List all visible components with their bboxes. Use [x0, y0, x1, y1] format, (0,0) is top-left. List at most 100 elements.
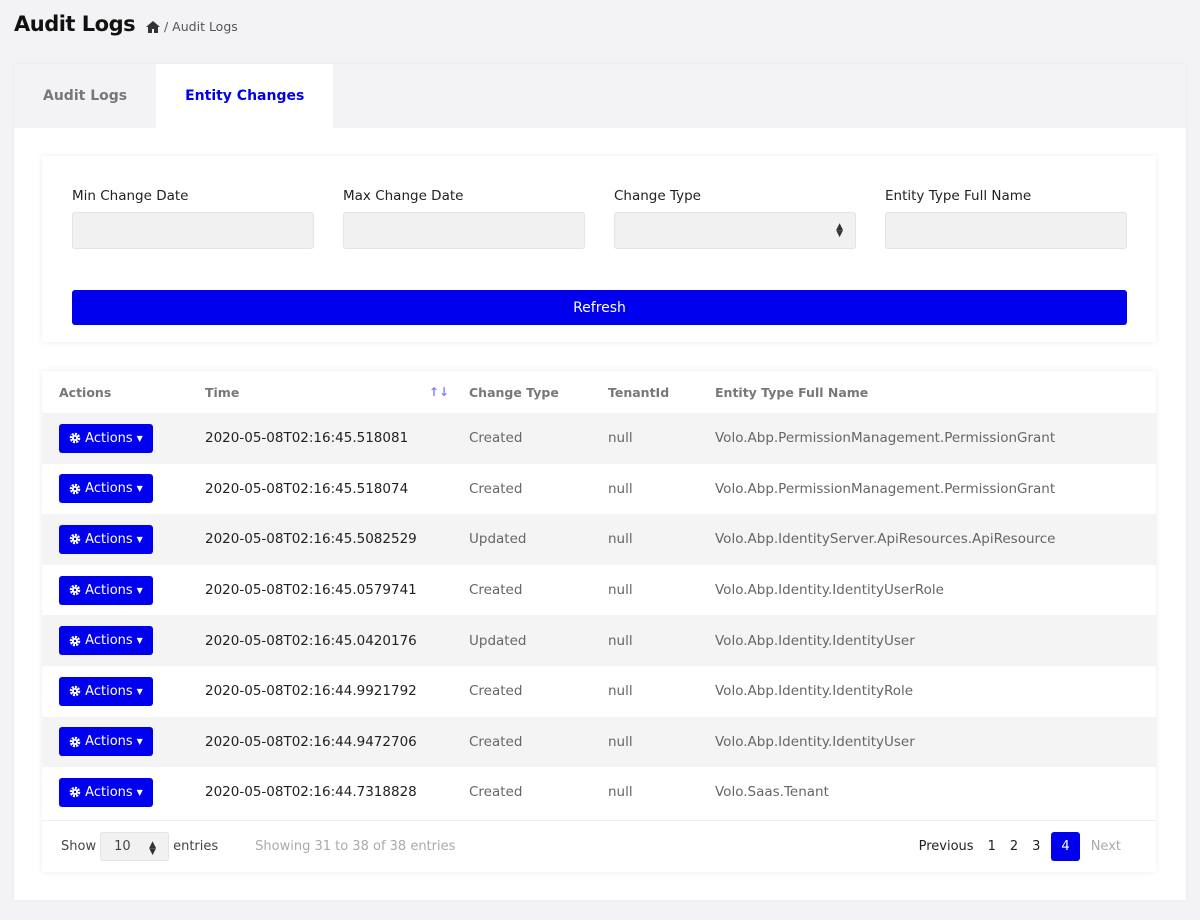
- min-date-input[interactable]: [72, 212, 314, 249]
- actions-dropdown-button[interactable]: Actions ▼: [59, 777, 153, 807]
- actions-cell: Actions ▼: [42, 413, 205, 464]
- sort-icon[interactable]: ↑↓: [428, 384, 449, 399]
- tenant-id-cell: null: [608, 716, 715, 768]
- actions-dropdown-button[interactable]: Actions ▼: [59, 575, 153, 605]
- change-type-select[interactable]: ▲ ▼: [614, 212, 856, 249]
- entity-type-cell: Volo.Abp.Identity.IdentityUser: [715, 716, 1156, 768]
- change-type-cell: Created: [469, 582, 523, 599]
- next-page-button[interactable]: Next: [1090, 839, 1121, 854]
- entity-type-cell: Volo.Abp.PermissionManagement.Permission…: [715, 413, 1156, 464]
- change-type-cell: Created: [469, 716, 608, 768]
- actions-dropdown-button[interactable]: Actions ▼: [59, 676, 153, 706]
- main-card: Audit Logs Entity Changes Min Change Dat…: [14, 64, 1186, 900]
- table-row: Actions ▼ 2020-05-08T02:16:45.0579741 Cre…: [42, 565, 1156, 616]
- time-cell: 2020-05-08T02:16:45.518081: [205, 413, 469, 464]
- entity-type-input[interactable]: [885, 212, 1127, 249]
- entity-type-label: Entity Type Full Name: [885, 188, 1032, 204]
- refresh-button[interactable]: Refresh: [72, 290, 1127, 325]
- min-date-label: Min Change Date: [72, 188, 189, 204]
- page-size-select[interactable]: 10 ▲ ▼: [100, 832, 170, 861]
- actions-dropdown-button[interactable]: Actions ▼: [59, 727, 153, 757]
- show-label: Show: [61, 839, 97, 854]
- page-3-button[interactable]: 3: [1032, 839, 1041, 854]
- tenant-id-cell: null: [608, 413, 715, 464]
- table-row: Actions ▼ 2020-05-08T02:16:45.518081 Crea…: [42, 413, 1156, 464]
- actions-dropdown-button[interactable]: Actions ▼: [59, 474, 153, 504]
- actions-label: Actions: [85, 582, 133, 598]
- tab-entity-changes[interactable]: Entity Changes: [156, 64, 334, 128]
- table-row: Actions ▼ 2020-05-08T02:16:45.518074 Crea…: [42, 464, 1156, 515]
- time-cell: 2020-05-08T02:16:45.0420176: [205, 615, 469, 666]
- change-type-cell: Created: [469, 480, 523, 497]
- tenant-id-cell: null: [608, 480, 633, 497]
- actions-dropdown-button[interactable]: Actions ▼: [59, 423, 153, 453]
- home-icon[interactable]: [146, 20, 160, 33]
- gear-icon: [69, 736, 81, 748]
- tenant-id-cell: null: [608, 683, 633, 700]
- actions-dropdown-button[interactable]: Actions ▼: [59, 626, 153, 656]
- page-4-button[interactable]: 4: [1051, 832, 1080, 861]
- entity-changes-table-card: Actions Time ↑↓ Change Type TenantId Enti…: [42, 371, 1156, 872]
- select-arrows-icon: ▲ ▼: [836, 222, 843, 239]
- max-date-input[interactable]: [343, 212, 585, 249]
- tab-audit-logs[interactable]: Audit Logs: [43, 88, 128, 104]
- time-cell: 2020-05-08T02:16:45.518074: [205, 480, 409, 497]
- tenant-id-cell: null: [608, 784, 633, 801]
- caret-down-icon: ▼: [136, 534, 143, 544]
- table-row: Actions ▼ 2020-05-08T02:16:44.9472706 Cre…: [42, 716, 1156, 768]
- change-type-cell: Created: [469, 413, 608, 464]
- page-size-value: 10: [114, 839, 131, 854]
- column-header-change-type[interactable]: Change Type: [469, 384, 559, 400]
- time-cell: 2020-05-08T02:16:45.0579741: [205, 582, 417, 599]
- table-row: Actions ▼ 2020-05-08T02:16:45.0420176 Upd…: [42, 615, 1156, 666]
- table-footer: Show 10 ▲ ▼ entries Showing 31 to 38 of 38…: [42, 820, 1156, 872]
- entity-type-cell: Volo.Abp.PermissionManagement.Permission…: [715, 480, 1056, 497]
- tenant-id-cell: null: [608, 514, 715, 565]
- entity-type-cell: Volo.Abp.IdentityServer.ApiResources.Api…: [715, 514, 1156, 565]
- actions-label: Actions: [85, 481, 133, 497]
- column-header-actions: Actions: [59, 384, 112, 400]
- entity-type-cell: Volo.Abp.Identity.IdentityUser: [715, 615, 1156, 666]
- gear-icon: [69, 635, 81, 646]
- column-header-entity-type[interactable]: Entity Type Full Name: [715, 384, 869, 400]
- breadcrumb-current: / Audit Logs: [164, 19, 238, 34]
- entity-type-cell: Volo.Abp.Identity.IdentityUserRole: [715, 582, 944, 599]
- page-1-button[interactable]: 1: [987, 839, 996, 854]
- change-type-cell: Updated: [469, 615, 608, 666]
- breadcrumb: / Audit Logs: [146, 19, 238, 34]
- previous-page-button[interactable]: Previous: [918, 839, 974, 854]
- gear-icon: [69, 685, 81, 697]
- time-cell: 2020-05-08T02:16:44.7318828: [205, 784, 417, 801]
- actions-dropdown-button[interactable]: Actions ▼: [59, 524, 153, 554]
- change-type-cell: Created: [469, 683, 523, 700]
- page-title: Audit Logs: [14, 12, 136, 36]
- entries-label: entries: [173, 839, 219, 854]
- change-type-label: Change Type: [614, 188, 701, 204]
- time-cell: 2020-05-08T02:16:45.5082529: [205, 514, 469, 565]
- caret-down-icon: ▼: [136, 433, 143, 443]
- actions-label: Actions: [85, 633, 133, 649]
- pagination-info: Showing 31 to 38 of 38 entries: [255, 839, 456, 854]
- tenant-id-cell: null: [608, 582, 633, 599]
- actions-cell: Actions ▼: [42, 767, 205, 818]
- column-header-tenant-id[interactable]: TenantId: [608, 384, 670, 400]
- pagination: Previous 1 2 3 4 Next: [912, 832, 1128, 861]
- caret-down-icon: ▼: [136, 484, 143, 494]
- select-arrows-icon: ▲ ▼: [149, 840, 157, 857]
- table-row: Actions ▼ 2020-05-08T02:16:44.7318828 Cre…: [42, 767, 1156, 818]
- page-2-button[interactable]: 2: [1009, 839, 1019, 854]
- actions-cell: Actions ▼: [42, 514, 205, 565]
- actions-label: Actions: [85, 734, 133, 750]
- time-cell: 2020-05-08T02:16:44.9472706: [205, 716, 469, 768]
- caret-down-icon: ▼: [136, 636, 143, 646]
- actions-cell: Actions ▼: [42, 464, 205, 515]
- actions-label: Actions: [85, 683, 133, 699]
- time-cell: 2020-05-08T02:16:44.9921792: [205, 683, 417, 700]
- actions-cell: Actions ▼: [42, 716, 205, 768]
- time-header-label: Time: [205, 384, 240, 400]
- gear-icon: [69, 432, 81, 444]
- caret-down-icon: ▼: [136, 686, 143, 696]
- gear-icon: [69, 534, 81, 545]
- column-header-time[interactable]: Time ↑↓: [205, 371, 469, 413]
- table-row: Actions ▼ 2020-05-08T02:16:45.5082529 Upd…: [42, 514, 1156, 565]
